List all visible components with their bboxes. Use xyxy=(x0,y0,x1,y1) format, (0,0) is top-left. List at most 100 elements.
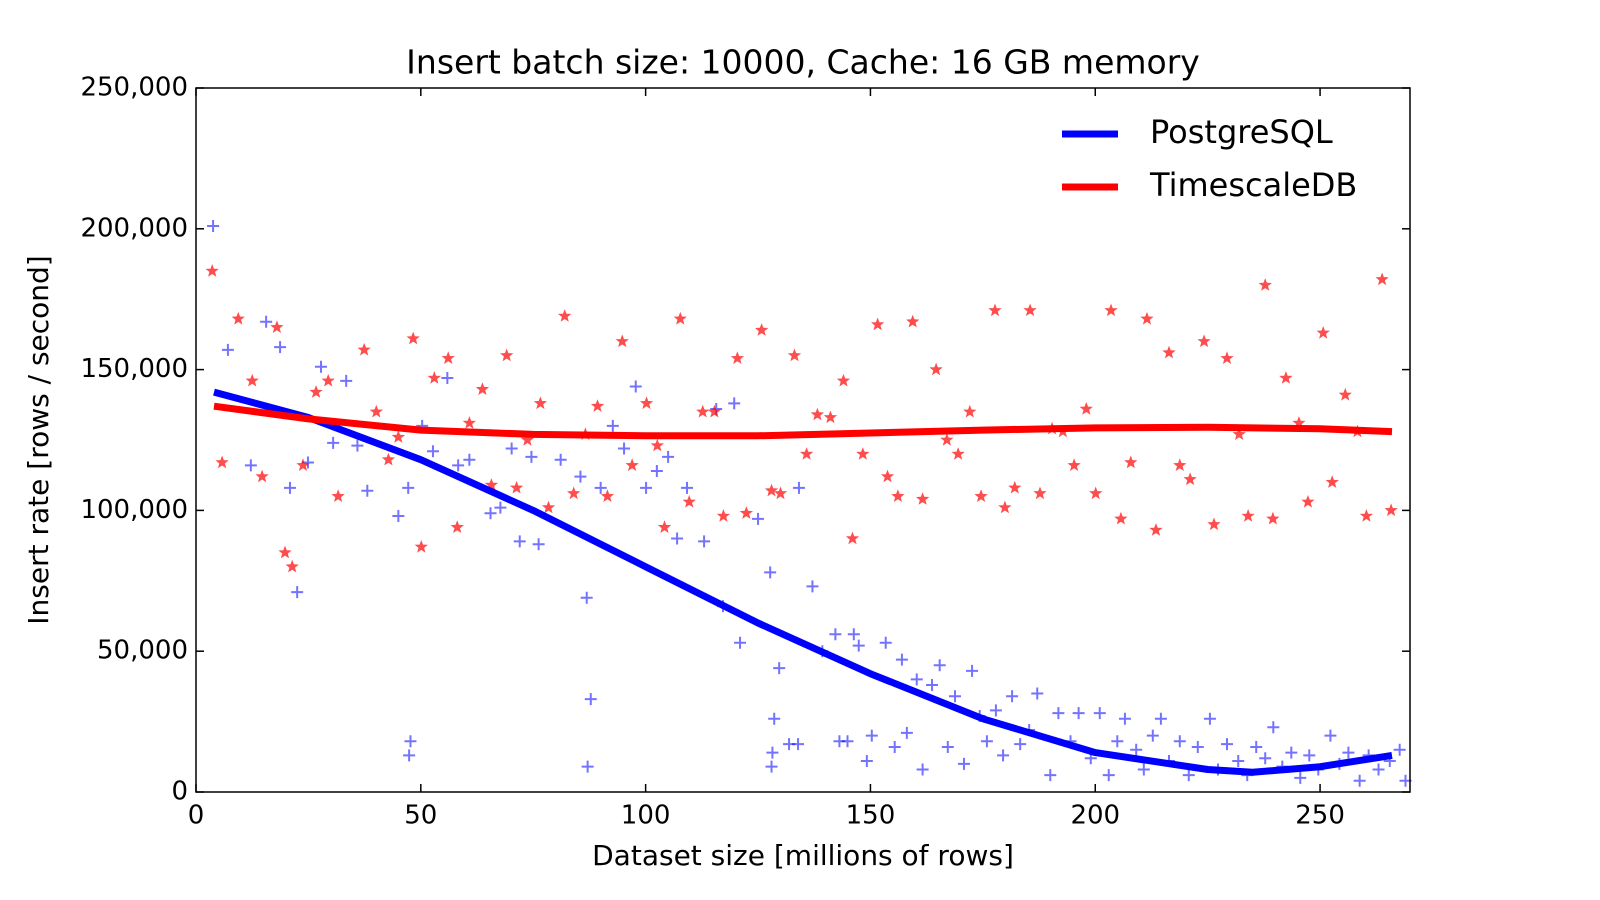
scatter-point xyxy=(940,433,954,446)
scatter-point xyxy=(1067,458,1081,471)
scatter-point xyxy=(391,430,405,443)
scatter-point xyxy=(403,749,416,762)
scatter-point xyxy=(1006,690,1019,703)
scatter-point xyxy=(381,452,396,466)
scatter-point xyxy=(906,314,920,328)
scatter-point xyxy=(988,303,1002,317)
scatter-point xyxy=(799,447,814,460)
scatter-point xyxy=(278,545,292,559)
scatter-point xyxy=(505,442,518,455)
scatter-point xyxy=(606,419,619,432)
x-tick-label: 50 xyxy=(404,801,437,831)
scatter-point xyxy=(541,500,556,514)
scatter-point xyxy=(450,520,464,533)
scatter-point xyxy=(1008,480,1022,494)
scatter-point xyxy=(1146,729,1159,742)
scatter-point xyxy=(1294,771,1307,784)
scatter-point xyxy=(926,678,939,691)
scatter-point xyxy=(285,559,299,573)
scatter-point xyxy=(765,760,778,773)
scatter-point xyxy=(773,486,788,500)
scatter-point xyxy=(806,580,819,593)
scatter-point xyxy=(406,331,420,345)
scatter-point xyxy=(752,512,765,525)
scatter-point xyxy=(829,628,842,641)
y-tick-label: 0 xyxy=(171,777,188,807)
scatter-point xyxy=(728,397,741,410)
scatter-point xyxy=(1250,740,1263,753)
scatter-point xyxy=(1303,749,1316,762)
scatter-point xyxy=(891,489,905,502)
scatter-point xyxy=(357,342,371,356)
scatter-point xyxy=(361,484,374,497)
legend-label: TimescaleDB xyxy=(1149,166,1357,204)
scatter-point xyxy=(1102,769,1115,782)
scatter-point xyxy=(998,500,1012,514)
y-tick-label: 200,000 xyxy=(80,213,188,243)
scatter-point xyxy=(1324,729,1337,742)
scatter-point xyxy=(1316,326,1330,339)
scatter-point xyxy=(1325,475,1339,488)
scatter-point xyxy=(244,459,257,472)
scatter-point xyxy=(1393,743,1406,756)
scatter-point xyxy=(231,311,245,325)
scatter-point xyxy=(1173,458,1187,471)
scatter-point xyxy=(680,481,693,494)
scatter-point xyxy=(860,755,873,768)
scatter-point xyxy=(951,447,965,460)
scatter-point xyxy=(296,458,310,471)
scatter-point xyxy=(283,481,296,494)
scatter-point xyxy=(1338,387,1352,401)
scatter-point xyxy=(997,749,1010,762)
scatter-point xyxy=(581,760,594,773)
scatter-point xyxy=(1197,334,1211,348)
scatter-point xyxy=(836,373,851,387)
scatter-point xyxy=(427,371,441,384)
scatter-point xyxy=(567,486,581,500)
scatter-point xyxy=(841,735,854,748)
scatter-point xyxy=(1375,272,1389,286)
scatter-point xyxy=(957,757,970,770)
scatter-point xyxy=(618,442,631,455)
scatter-point xyxy=(327,436,340,449)
x-tick-label: 100 xyxy=(621,801,671,831)
scatter-point xyxy=(1079,402,1093,415)
scatter-point xyxy=(1182,769,1195,782)
scatter-point xyxy=(871,317,885,331)
scatter-point xyxy=(1203,712,1216,725)
scatter-point xyxy=(1140,311,1154,325)
y-tick-label: 250,000 xyxy=(80,73,188,103)
scatter-point xyxy=(852,639,865,652)
scatter-point xyxy=(989,704,1002,717)
scatter-point xyxy=(933,659,946,672)
scatter-point xyxy=(1072,707,1085,720)
scatter-point xyxy=(1267,721,1280,734)
y-tick-label: 100,000 xyxy=(80,495,188,525)
scatter-point xyxy=(1023,303,1037,317)
y-tick-label: 50,000 xyxy=(97,636,188,666)
scatter-point xyxy=(1162,345,1176,359)
scatter-point xyxy=(1372,763,1385,776)
scatter-point xyxy=(847,628,860,641)
scatter-point xyxy=(639,396,654,410)
scatter-point xyxy=(845,531,860,545)
scatter-point xyxy=(558,309,572,322)
scatter-point xyxy=(671,532,684,545)
scatter-point xyxy=(392,510,405,523)
scatter-point xyxy=(1130,743,1143,756)
scatter-point xyxy=(929,362,943,376)
scatter-point xyxy=(1149,523,1163,536)
scatter-point xyxy=(1089,486,1103,500)
scatter-point xyxy=(910,673,923,686)
scatter-point xyxy=(1258,278,1272,291)
scatter-point xyxy=(766,746,779,759)
scatter-point xyxy=(974,489,988,502)
legend-label: PostgreSQL xyxy=(1150,113,1333,151)
scatter-point xyxy=(1118,712,1131,725)
scatter-point xyxy=(1342,746,1355,759)
scatter-point xyxy=(260,315,273,328)
scatter-point xyxy=(509,480,524,494)
fit-line xyxy=(213,402,1393,440)
scatter-point xyxy=(340,374,353,387)
scatter-point xyxy=(941,740,954,753)
